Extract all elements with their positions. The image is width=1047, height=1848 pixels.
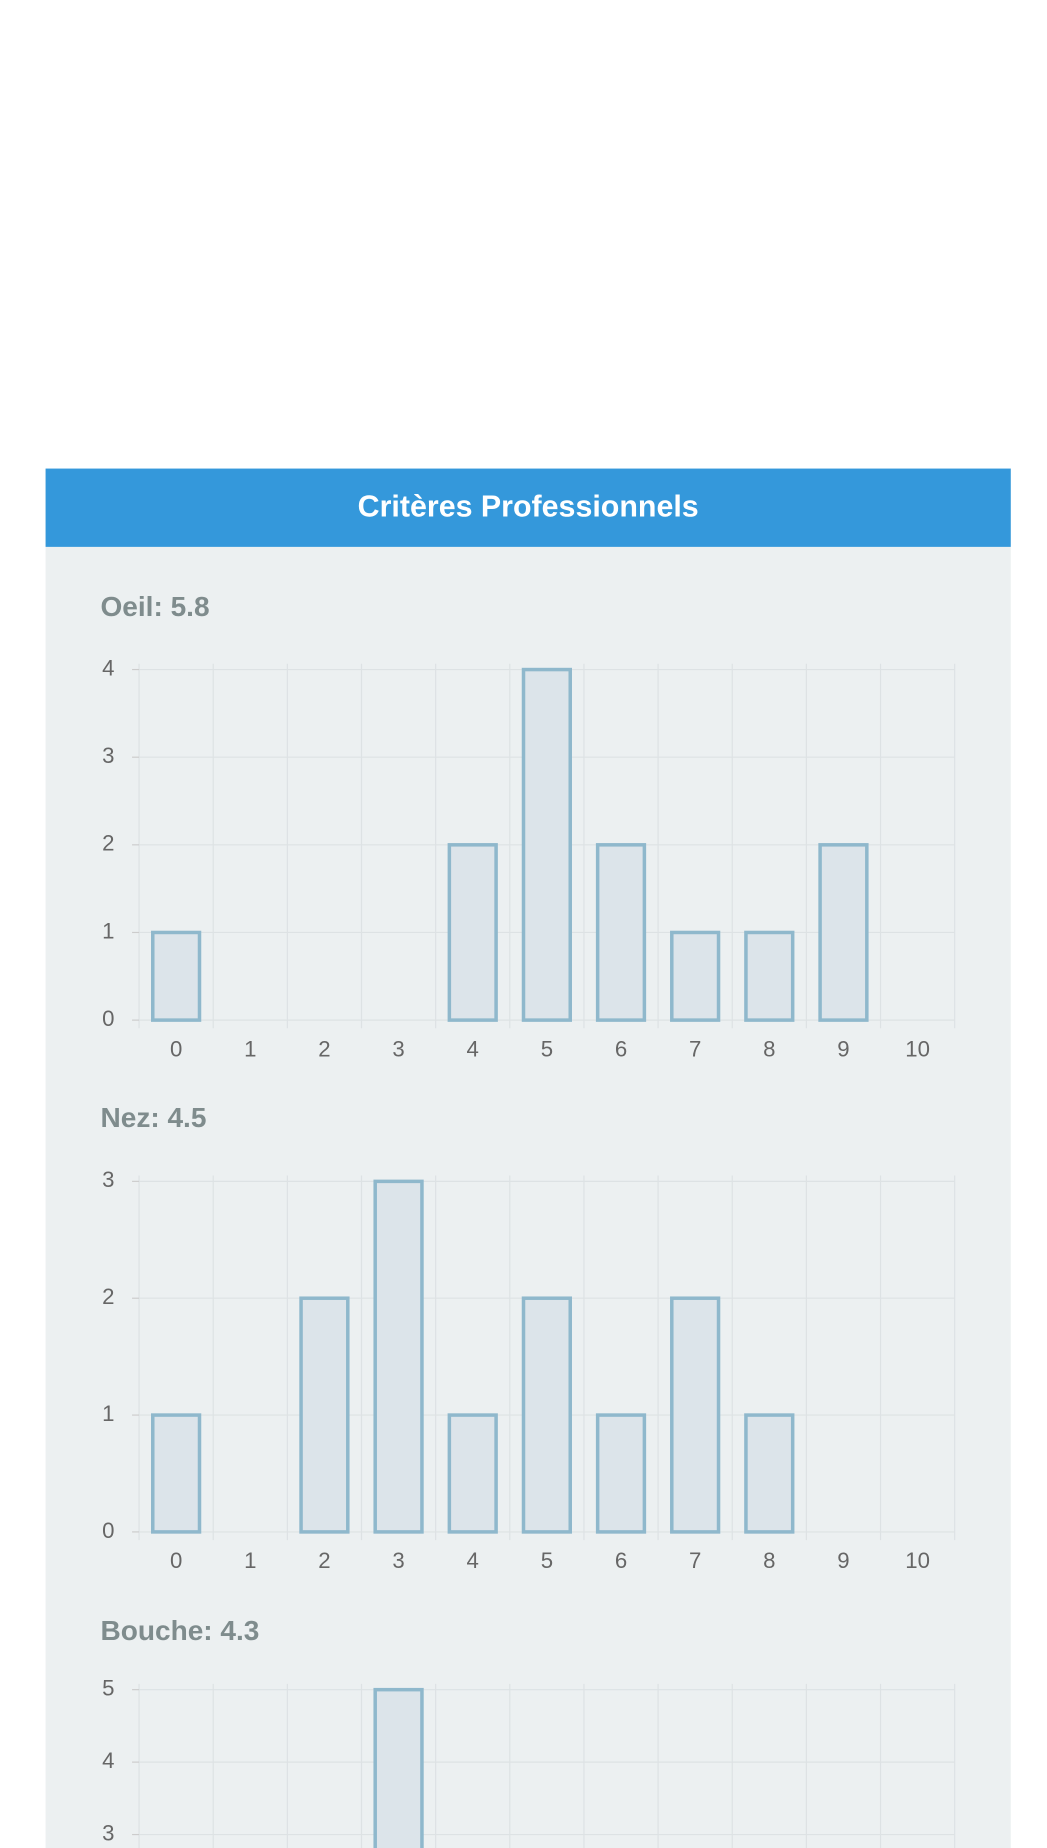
chart-title: Oeil: 5.8	[100, 591, 209, 622]
bar	[151, 1413, 202, 1534]
x-tick-label: 4	[467, 1036, 479, 1061]
bar	[595, 843, 647, 1022]
y-tick-label: 3	[102, 1820, 114, 1845]
y-tick-label: 2	[102, 831, 114, 856]
x-tick-label: 1	[244, 1548, 256, 1573]
x-tick-label: 7	[689, 1036, 701, 1061]
x-tick-label: 4	[467, 1548, 479, 1573]
x-tick-label: 6	[615, 1548, 627, 1573]
x-tick-label: 9	[837, 1036, 849, 1061]
panel-title: Critères Professionnels	[358, 489, 699, 523]
bar	[521, 1296, 572, 1534]
x-tick-label: 2	[318, 1548, 330, 1573]
y-tick-label: 0	[102, 1518, 114, 1543]
chart-title: Bouche: 4.3	[100, 1615, 259, 1646]
bar	[447, 1413, 498, 1534]
panel-header	[45, 468, 1011, 547]
bar	[744, 1413, 795, 1534]
y-tick-label: 3	[102, 1167, 114, 1192]
x-tick-label: 5	[541, 1036, 553, 1061]
x-tick-label: 6	[615, 1036, 627, 1061]
bar	[595, 1413, 647, 1534]
bar	[818, 843, 869, 1022]
bar	[521, 667, 572, 1022]
y-tick-label: 2	[102, 1284, 114, 1309]
y-tick-label: 5	[102, 1676, 114, 1701]
y-tick-label: 1	[102, 918, 114, 943]
x-tick-label: 7	[689, 1548, 701, 1573]
bar	[373, 1687, 424, 1848]
y-tick-label: 1	[102, 1401, 114, 1426]
x-tick-label: 8	[763, 1548, 775, 1573]
bar	[299, 1296, 350, 1534]
bar	[151, 930, 202, 1022]
x-tick-label: 0	[170, 1036, 182, 1061]
bar	[373, 1179, 424, 1534]
y-tick-label: 3	[102, 743, 114, 768]
x-tick-label: 5	[541, 1548, 553, 1573]
x-tick-label: 3	[392, 1036, 404, 1061]
x-tick-label: 1	[244, 1036, 256, 1061]
x-tick-label: 2	[318, 1036, 330, 1061]
y-tick-label: 4	[102, 1748, 114, 1773]
x-tick-label: 10	[905, 1036, 930, 1061]
bar	[744, 930, 795, 1022]
x-tick-label: 0	[170, 1548, 182, 1573]
y-tick-label: 0	[102, 1006, 114, 1031]
bar	[447, 843, 498, 1022]
x-tick-label: 9	[837, 1548, 849, 1573]
x-tick-label: 10	[905, 1548, 930, 1573]
x-tick-label: 3	[392, 1548, 404, 1573]
y-tick-label: 4	[102, 655, 114, 680]
chart-title: Nez: 4.5	[100, 1102, 206, 1133]
bar	[670, 930, 721, 1022]
x-tick-label: 8	[763, 1036, 775, 1061]
bar	[670, 1296, 721, 1534]
